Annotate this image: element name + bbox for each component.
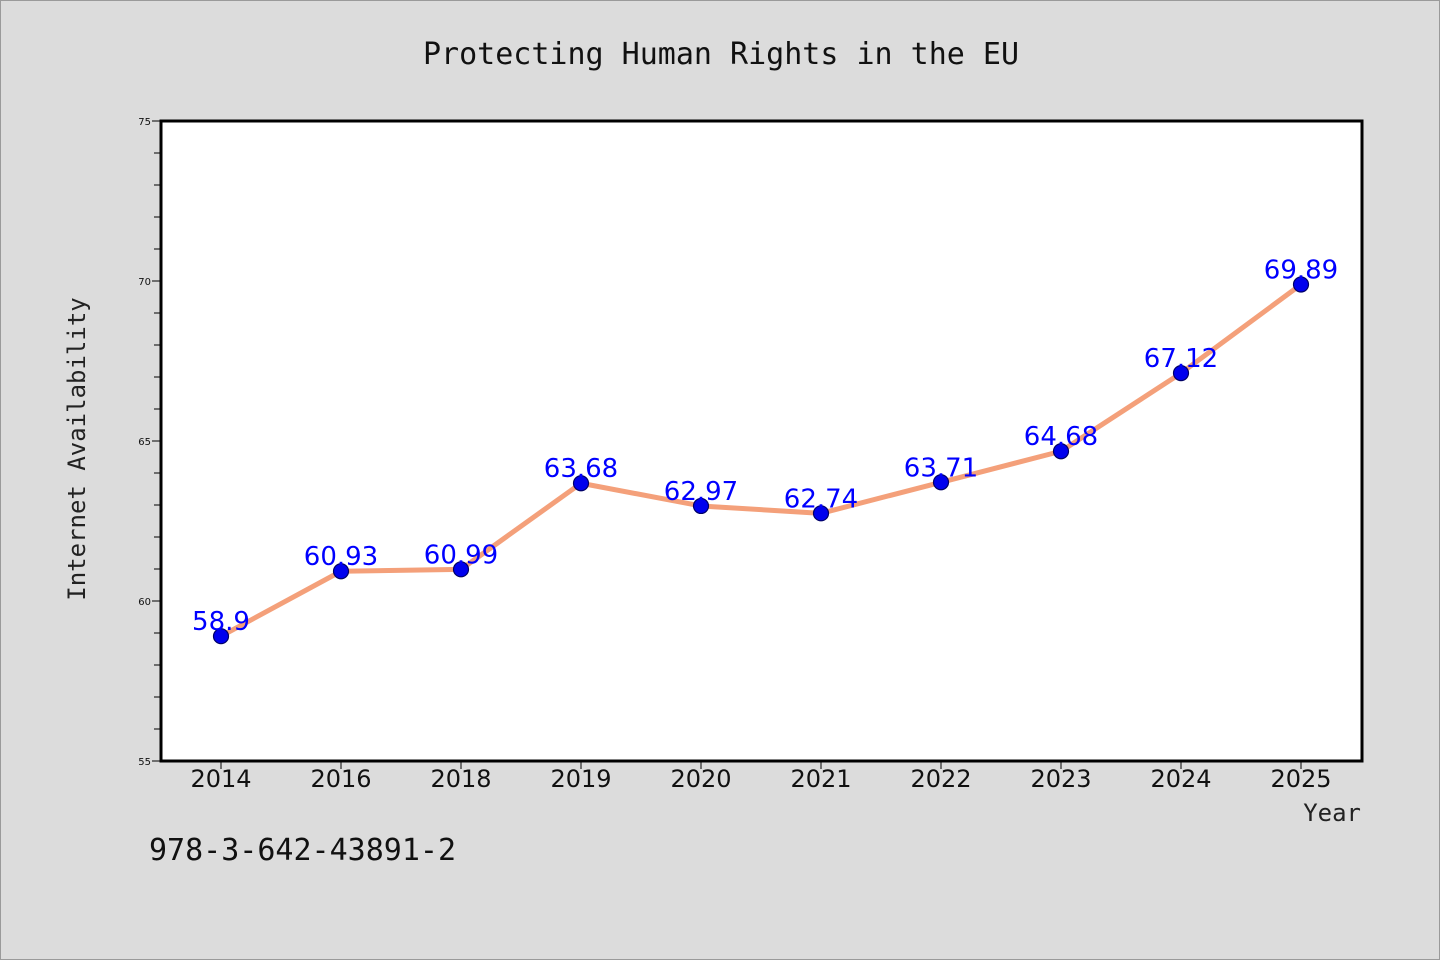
y-axis-title: Internet Availability [63, 297, 91, 600]
data-point [452, 561, 470, 578]
isbn-code: 978-3-642-43891-2 [149, 833, 457, 868]
data-point [692, 497, 710, 515]
y-tick-label: 70 [138, 277, 151, 288]
data-point [572, 475, 590, 492]
x-axis-title: Year [1303, 799, 1361, 827]
series-line [218, 282, 1304, 639]
data-point [1172, 365, 1190, 382]
data-label: 67.12 [1144, 344, 1218, 374]
data-label: 69.89 [1264, 256, 1338, 286]
data-point [212, 628, 230, 645]
data-label: 63.68 [544, 454, 618, 484]
plot-area [159, 119, 1364, 763]
data-point [1292, 276, 1310, 293]
y-tick-label: 60 [138, 597, 151, 608]
y-tick-label: 65 [138, 437, 151, 448]
data-point [812, 505, 830, 522]
x-axis: 2014 2016 2018 2019 2020 2021 2022 2023 2024 2025 [190, 761, 1332, 793]
data-point [332, 563, 350, 580]
y-axis: 55 60 65 70 75 [138, 117, 161, 768]
x-tick-label: 2016 [310, 765, 371, 793]
x-tick-label: 2021 [790, 765, 851, 793]
data-label: 62.97 [664, 477, 738, 507]
x-tick-label: 2024 [1150, 765, 1211, 793]
data-label: 60.99 [424, 540, 498, 570]
data-label: 64.68 [1024, 422, 1098, 452]
series-layer [212, 276, 1310, 645]
x-tick-label: 2025 [1270, 765, 1331, 793]
chart-title: Protecting Human Rights in the EU [423, 37, 1019, 72]
y-tick-label: 75 [138, 117, 151, 128]
x-tick-label: 2018 [430, 765, 491, 793]
data-label: 60.93 [304, 542, 378, 572]
x-tick-label: 2020 [670, 765, 731, 793]
data-point [1052, 443, 1070, 460]
data-label: 62.74 [784, 484, 858, 514]
x-tick-label: 2014 [190, 765, 251, 793]
data-label: 58.9 [192, 607, 250, 637]
data-label: 63.71 [904, 453, 978, 483]
x-tick-label: 2019 [550, 765, 611, 793]
y-tick-label: 55 [138, 757, 151, 768]
data-labels: 58.9 60.93 60.99 63.68 62.97 62.74 63.71 64.68 6… [192, 256, 1338, 638]
x-tick-label: 2022 [910, 765, 971, 793]
x-tick-label: 2023 [1030, 765, 1091, 793]
data-point [932, 474, 950, 491]
